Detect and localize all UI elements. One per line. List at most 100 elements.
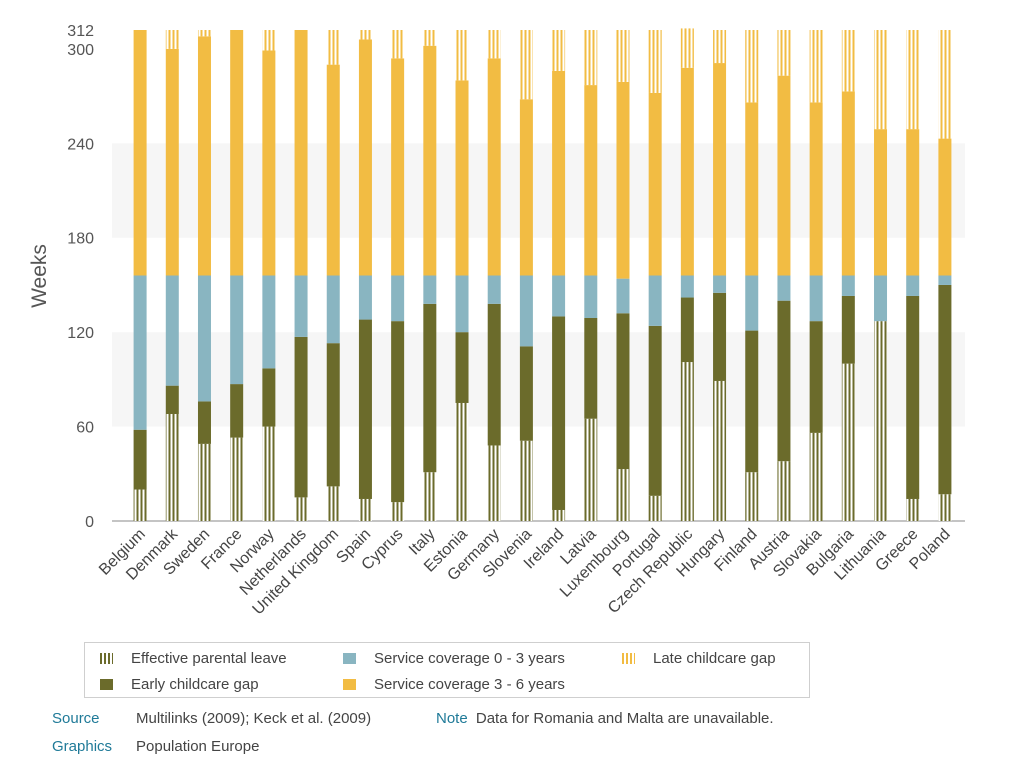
bar-segment-early-childcare-gap	[165, 385, 179, 414]
bar-segment-early-childcare-gap	[841, 295, 855, 364]
bar-segment-late-childcare-gap	[841, 30, 855, 92]
bar-segment-service-coverage-3-6	[809, 102, 823, 276]
legend-label: Service coverage 3 - 6 years	[374, 676, 565, 693]
bar-segment-service-coverage-3-6	[262, 50, 276, 276]
legend-swatch-late-childcare-gap	[622, 653, 635, 664]
bar-segment-service-coverage-0-3	[455, 275, 469, 333]
bar-segment-service-coverage-3-6	[584, 85, 598, 276]
bar-segment-service-coverage-3-6	[552, 70, 566, 276]
bar-segment-service-coverage-3-6	[680, 67, 694, 276]
bar-segment-effective-parental-leave	[487, 445, 501, 521]
bar-segment-late-childcare-gap	[262, 30, 276, 51]
bar-segment-early-childcare-gap	[552, 316, 566, 510]
bar-segment-early-childcare-gap	[584, 317, 598, 419]
bar-segment-service-coverage-0-3	[874, 275, 888, 322]
bar-segment-late-childcare-gap	[745, 30, 759, 103]
bar-segment-service-coverage-0-3	[358, 275, 372, 320]
graphics-key: Graphics	[52, 738, 113, 755]
legend-swatch-early-childcare-gap	[100, 679, 113, 690]
bar-segment-early-childcare-gap	[777, 300, 791, 462]
bar-segment-late-childcare-gap	[938, 30, 952, 139]
bar-segment-late-childcare-gap	[519, 30, 533, 100]
footer-graphics-value: Population Europe	[136, 738, 259, 755]
bar-segment-service-coverage-3-6	[455, 80, 469, 276]
bar-segment-early-childcare-gap	[294, 336, 308, 498]
bar-segment-service-coverage-0-3	[584, 275, 598, 318]
y-tick-label: 0	[85, 514, 94, 531]
bar-segment-late-childcare-gap	[777, 30, 791, 76]
graphics-value: Population Europe	[136, 738, 260, 755]
bar-segment-early-childcare-gap	[455, 332, 469, 403]
x-tick-labels: BelgiumDenmarkSwedenFranceNorwayNetherla…	[96, 525, 954, 618]
bar-segment-service-coverage-3-6	[358, 39, 372, 276]
bar-segment-early-childcare-gap	[262, 368, 276, 427]
bar-segment-late-childcare-gap	[487, 30, 501, 59]
bar-segment-service-coverage-3-6	[648, 92, 662, 276]
bar-segment-late-childcare-gap	[165, 30, 179, 49]
bar-segment-early-childcare-gap	[906, 295, 920, 499]
y-tick-label: 60	[76, 420, 94, 437]
bar-segment-effective-parental-leave	[809, 432, 823, 521]
bars	[133, 28, 952, 521]
source-value: Multilinks (2009); Keck et al. (2009)	[136, 710, 372, 727]
bar-segment-effective-parental-leave	[680, 362, 694, 521]
bar-segment-service-coverage-3-6	[519, 99, 533, 276]
bar-segment-effective-parental-leave	[841, 363, 855, 521]
bar-segment-effective-parental-leave	[230, 437, 244, 521]
footer-graphics: Graphics	[52, 738, 112, 755]
bar-segment-service-coverage-0-3	[230, 275, 244, 385]
bar-segment-effective-parental-leave	[294, 497, 308, 521]
bar-segment-early-childcare-gap	[487, 303, 501, 446]
y-tick-label: 180	[67, 231, 94, 248]
bar-segment-service-coverage-0-3	[326, 275, 340, 344]
bar-segment-effective-parental-leave	[552, 509, 566, 521]
y-axis-label: Weeks	[28, 244, 51, 308]
bar-segment-service-coverage-0-3	[809, 275, 823, 322]
bar-segment-effective-parental-leave	[455, 402, 469, 521]
bar-segment-service-coverage-0-3	[552, 275, 566, 317]
legend-item-service-coverage-0-3: Service coverage 0 - 3 years	[343, 650, 565, 667]
bar-segment-service-coverage-0-3	[713, 275, 727, 293]
bar-segment-late-childcare-gap	[552, 30, 566, 71]
legend-swatch-service-coverage-3-6	[343, 679, 356, 690]
bar-segment-late-childcare-gap	[455, 30, 469, 81]
y-tick-label: 312	[67, 23, 94, 40]
bar-segment-late-childcare-gap	[423, 30, 437, 46]
bar-segment-service-coverage-0-3	[745, 275, 759, 331]
bar-segment-effective-parental-leave	[906, 498, 920, 521]
bar-segment-service-coverage-3-6	[326, 64, 340, 276]
bar-segment-effective-parental-leave	[616, 469, 630, 521]
bar-segment-service-coverage-0-3	[616, 278, 630, 314]
bar-segment-early-childcare-gap	[938, 284, 952, 495]
bar-segment-service-coverage-0-3	[938, 275, 952, 285]
bar-segment-effective-parental-leave	[519, 440, 533, 521]
legend: Effective parental leave Early childcare…	[84, 642, 810, 698]
bar-segment-late-childcare-gap	[197, 30, 211, 37]
bar-segment-service-coverage-0-3	[197, 275, 211, 402]
bar-segment-late-childcare-gap	[584, 30, 598, 86]
bar-segment-service-coverage-0-3	[648, 275, 662, 326]
legend-item-effective-parental-leave: Effective parental leave	[100, 650, 287, 667]
grid-band	[112, 143, 965, 238]
bar-segment-early-childcare-gap	[680, 297, 694, 363]
bar-segment-effective-parental-leave	[874, 321, 888, 521]
bar-segment-service-coverage-0-3	[391, 275, 405, 322]
bar-segment-service-coverage-0-3	[165, 275, 179, 386]
bar-segment-effective-parental-leave	[165, 413, 179, 521]
bar-segment-effective-parental-leave	[938, 494, 952, 521]
legend-item-service-coverage-3-6: Service coverage 3 - 6 years	[343, 676, 565, 693]
bar-segment-service-coverage-3-6	[230, 30, 244, 276]
bar-segment-service-coverage-3-6	[294, 30, 308, 276]
bar-segment-service-coverage-3-6	[938, 138, 952, 276]
bar-segment-service-coverage-0-3	[906, 275, 920, 296]
bar-segment-late-childcare-gap	[874, 30, 888, 130]
bar-segment-effective-parental-leave	[358, 498, 372, 521]
legend-label: Service coverage 0 - 3 years	[374, 650, 565, 667]
bar-segment-service-coverage-3-6	[874, 129, 888, 276]
legend-item-late-childcare-gap: Late childcare gap	[622, 650, 776, 667]
bar-segment-service-coverage-0-3	[841, 275, 855, 296]
bar-segment-effective-parental-leave	[133, 489, 147, 521]
legend-item-early-childcare-gap: Early childcare gap	[100, 676, 259, 693]
bar-segment-late-childcare-gap	[809, 30, 823, 103]
y-tick-label: 300	[67, 42, 94, 59]
